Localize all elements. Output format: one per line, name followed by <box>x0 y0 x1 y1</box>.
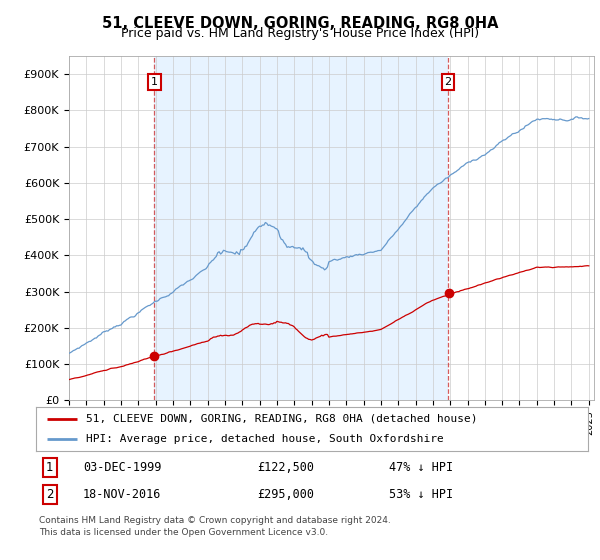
Text: 53% ↓ HPI: 53% ↓ HPI <box>389 488 454 501</box>
Text: 2: 2 <box>46 488 53 501</box>
Text: 2: 2 <box>445 77 452 87</box>
Bar <box>154 56 448 400</box>
Text: £122,500: £122,500 <box>257 461 314 474</box>
Text: 1: 1 <box>151 77 158 87</box>
Text: HPI: Average price, detached house, South Oxfordshire: HPI: Average price, detached house, Sout… <box>86 434 443 444</box>
Text: This data is licensed under the Open Government Licence v3.0.: This data is licensed under the Open Gov… <box>39 528 328 536</box>
Text: 18-NOV-2016: 18-NOV-2016 <box>83 488 161 501</box>
Text: 1: 1 <box>46 461 53 474</box>
Text: 51, CLEEVE DOWN, GORING, READING, RG8 0HA (detached house): 51, CLEEVE DOWN, GORING, READING, RG8 0H… <box>86 414 477 424</box>
Text: 03-DEC-1999: 03-DEC-1999 <box>83 461 161 474</box>
Text: Price paid vs. HM Land Registry's House Price Index (HPI): Price paid vs. HM Land Registry's House … <box>121 27 479 40</box>
Text: Contains HM Land Registry data © Crown copyright and database right 2024.: Contains HM Land Registry data © Crown c… <box>39 516 391 525</box>
Text: 51, CLEEVE DOWN, GORING, READING, RG8 0HA: 51, CLEEVE DOWN, GORING, READING, RG8 0H… <box>102 16 498 31</box>
Text: 47% ↓ HPI: 47% ↓ HPI <box>389 461 454 474</box>
Text: £295,000: £295,000 <box>257 488 314 501</box>
